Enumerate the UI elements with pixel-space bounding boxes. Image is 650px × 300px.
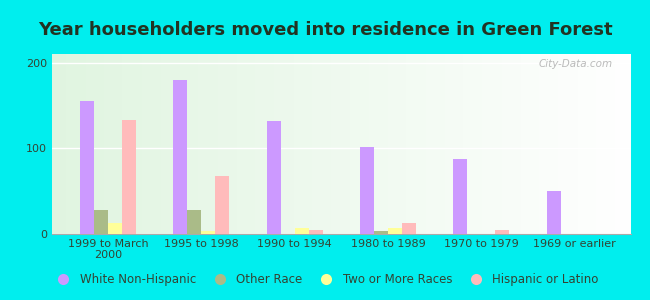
Bar: [388, 228, 402, 234]
Bar: [495, 230, 509, 234]
Text: Year householders moved into residence in Green Forest: Year householders moved into residence i…: [38, 21, 612, 39]
Bar: [309, 230, 322, 234]
Bar: [294, 228, 309, 234]
Bar: [215, 176, 229, 234]
Bar: [402, 223, 416, 234]
Bar: [374, 231, 388, 234]
Bar: [266, 121, 281, 234]
Bar: [174, 80, 187, 234]
Bar: [122, 120, 136, 234]
Bar: [202, 231, 215, 234]
Bar: [547, 191, 560, 234]
Bar: [80, 101, 94, 234]
Bar: [108, 223, 122, 234]
Text: City-Data.com: City-Data.com: [539, 59, 613, 69]
Bar: [453, 159, 467, 234]
Bar: [360, 147, 374, 234]
Bar: [94, 210, 108, 234]
Legend: White Non-Hispanic, Other Race, Two or More Races, Hispanic or Latino: White Non-Hispanic, Other Race, Two or M…: [47, 269, 603, 291]
Bar: [187, 210, 202, 234]
